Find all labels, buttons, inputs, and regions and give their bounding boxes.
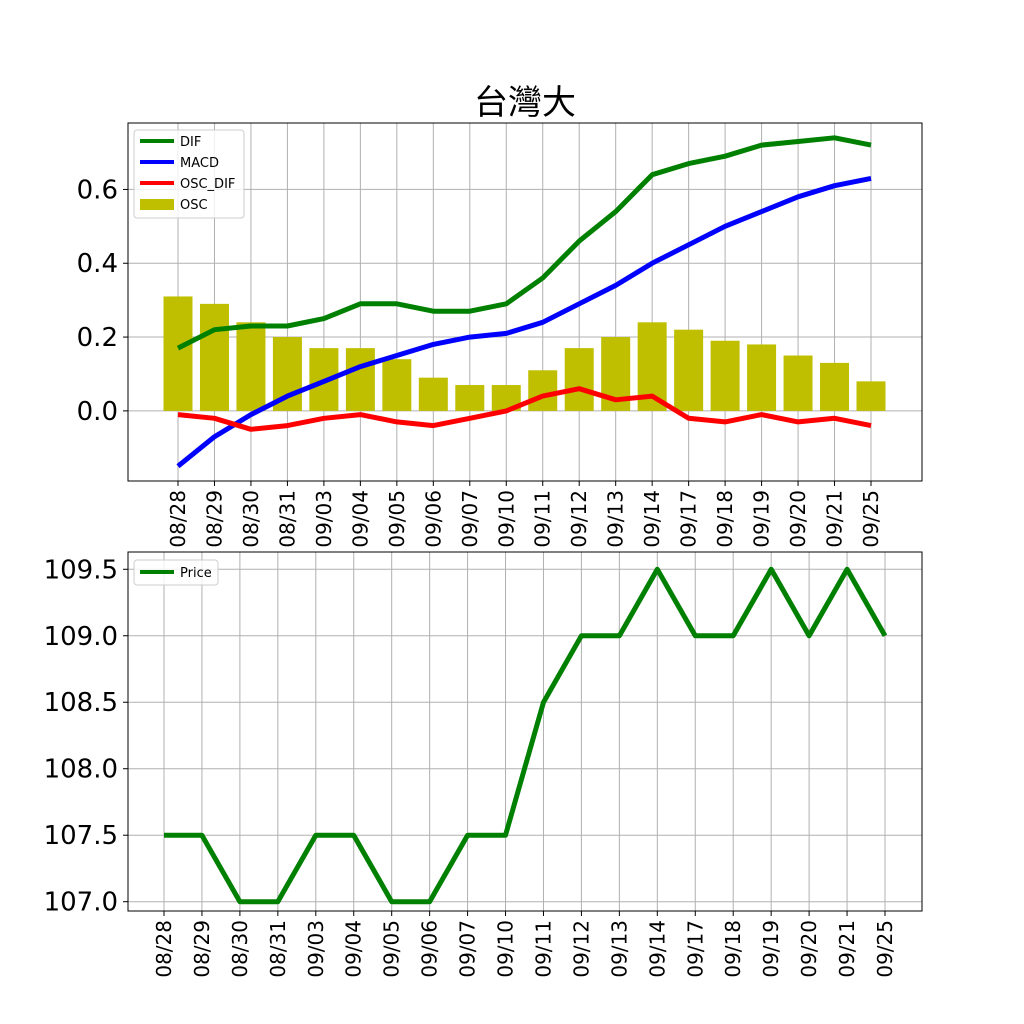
price-x-ticks: 08/28 08/29 08/30 08/31 09/03 09/04 09/05 09/06…	[152, 911, 897, 978]
chart-title: 台灣大	[474, 83, 576, 123]
x-tick-label: 08/31	[275, 490, 299, 548]
x-tick-label: 08/29	[190, 920, 214, 978]
price-grid	[128, 552, 922, 911]
y-tick-label: 0.2	[77, 323, 118, 353]
x-tick-label: 09/21	[835, 920, 859, 978]
x-tick-label: 09/20	[797, 920, 821, 978]
osc-bars	[163, 296, 886, 411]
osc-bar	[674, 329, 704, 411]
osc-bar	[418, 377, 448, 411]
macd-legend-box	[133, 129, 245, 219]
y-tick-label: 107.5	[44, 821, 118, 851]
legend-osc-swatch	[140, 199, 174, 210]
y-tick-label: 0.6	[77, 175, 118, 205]
y-tick-label: 108.5	[44, 688, 118, 718]
price-legend: Price	[133, 559, 219, 586]
x-tick-label: 09/05	[380, 920, 404, 978]
y-tick-label: 109.0	[44, 622, 118, 652]
x-tick-label: 08/28	[166, 490, 190, 548]
x-tick-label: 09/18	[713, 490, 737, 548]
price-legend-box	[133, 559, 219, 586]
x-tick-label: 09/25	[859, 490, 883, 548]
x-tick-label: 09/18	[721, 920, 745, 978]
x-tick-label: 09/10	[494, 920, 518, 978]
osc-bar	[455, 385, 485, 411]
x-tick-label: 09/07	[456, 920, 480, 978]
osc-bar	[747, 344, 777, 411]
macd-plot-frame	[127, 122, 923, 482]
macd-line	[176, 175, 872, 469]
osc-bar	[856, 381, 886, 411]
y-tick-label: 108.0	[44, 755, 118, 785]
x-tick-label: 09/20	[786, 490, 810, 548]
x-tick-label: 09/12	[567, 490, 591, 548]
legend-price-label: Price	[180, 566, 212, 581]
osc-bar	[382, 359, 412, 411]
x-tick-label: 09/13	[604, 490, 628, 548]
x-tick-label: 09/17	[677, 490, 701, 548]
x-tick-label: 09/05	[385, 490, 409, 548]
x-tick-label: 09/07	[458, 490, 482, 548]
y-tick-label: 0.4	[77, 249, 118, 279]
osc-bar	[345, 348, 375, 411]
osc-dif-line	[177, 386, 872, 432]
y-tick-label: 0.0	[77, 397, 118, 427]
y-tick-label: 109.5	[44, 555, 118, 585]
x-tick-label: 08/30	[228, 920, 252, 978]
x-tick-label: 09/19	[759, 920, 783, 978]
x-tick-label: 09/25	[873, 920, 897, 978]
dif-line	[176, 135, 872, 351]
osc-bar	[199, 303, 229, 411]
x-tick-label: 09/04	[342, 920, 366, 978]
x-tick-label: 08/30	[239, 490, 263, 548]
x-tick-label: 09/14	[645, 920, 669, 978]
osc-bar	[710, 340, 740, 411]
x-tick-label: 09/13	[607, 920, 631, 978]
legend-osc-label: OSC	[180, 198, 208, 213]
macd-y-ticks: 0.0 0.2 0.4 0.6	[77, 175, 128, 427]
x-tick-label: 09/11	[531, 920, 555, 978]
macd-grid	[128, 123, 922, 481]
x-tick-label: 09/21	[823, 490, 847, 548]
x-tick-label: 09/06	[421, 490, 445, 548]
legend-macd-label: MACD	[180, 156, 219, 171]
osc-bar	[163, 296, 193, 411]
x-tick-label: 09/11	[531, 490, 555, 548]
x-tick-label: 09/12	[569, 920, 593, 978]
macd-legend: DIF MACD OSC_DIF OSC	[133, 129, 245, 219]
macd-x-ticks: 08/28 08/29 08/30 08/31 09/03 09/04 09/05 09/06…	[166, 481, 883, 548]
x-tick-label: 09/03	[312, 490, 336, 548]
legend-dif-label: DIF	[180, 135, 201, 150]
price-y-ticks: 107.0 107.5 108.0 108.5 109.0 109.5	[44, 555, 128, 918]
price-plot-frame	[127, 551, 923, 912]
osc-bar	[783, 355, 813, 411]
x-tick-label: 08/28	[152, 920, 176, 978]
x-tick-label: 09/17	[683, 920, 707, 978]
x-tick-label: 09/10	[494, 490, 518, 548]
macd-panel: 0.0 0.2 0.4 0.6 08/28 08/29 08/30 08/31 09/03 09…	[77, 122, 923, 548]
price-line	[164, 566, 888, 905]
macd-lines	[176, 135, 872, 469]
x-tick-label: 08/31	[266, 920, 290, 978]
x-tick-label: 09/04	[348, 490, 372, 548]
osc-bar	[564, 348, 594, 411]
price-lines	[164, 566, 888, 905]
x-tick-label: 09/03	[304, 920, 328, 978]
x-tick-label: 08/29	[202, 490, 226, 548]
legend-osc-dif-label: OSC_DIF	[180, 177, 235, 192]
osc-bar	[820, 362, 850, 411]
x-tick-label: 09/14	[640, 490, 664, 548]
osc-bar	[528, 370, 558, 411]
x-tick-label: 09/06	[418, 920, 442, 978]
y-tick-label: 107.0	[44, 888, 118, 918]
osc-bar	[236, 322, 266, 411]
x-tick-label: 09/19	[750, 490, 774, 548]
